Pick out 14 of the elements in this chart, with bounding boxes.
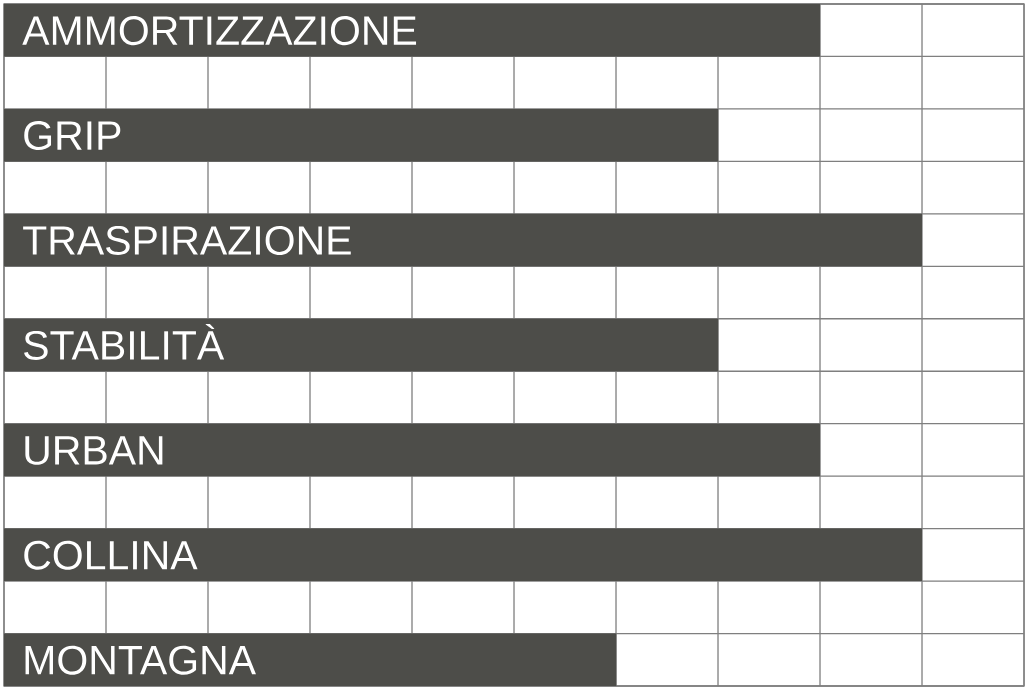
bar [4, 4, 821, 57]
y-tick-label: GRIP [24, 121, 121, 151]
y-tick-label: AMMORTIZZAZIONE [22, 16, 417, 46]
bar [4, 213, 923, 267]
bar [4, 528, 923, 582]
y-tick-label: COLLINA [24, 540, 198, 570]
bar [4, 423, 821, 477]
y-tick-label: URBAN [25, 436, 163, 465]
bar [4, 318, 719, 372]
y-tick-label: TRASPIRAZIONE [23, 225, 351, 255]
y-tick-label: STABILITÀ [24, 323, 225, 360]
bar [4, 633, 617, 687]
y-tick-label: MONTAGNA [25, 645, 256, 675]
bar [4, 108, 719, 162]
